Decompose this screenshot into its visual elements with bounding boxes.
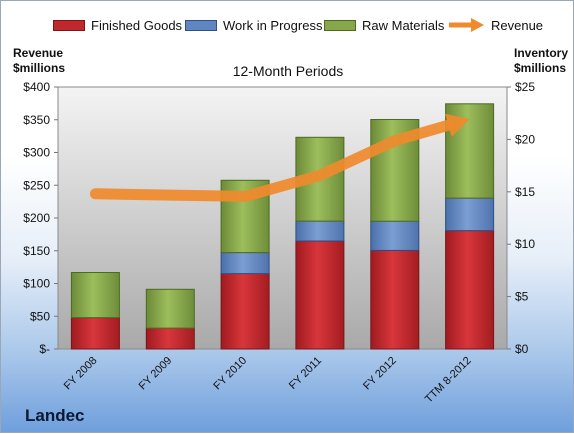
- legend-item-finished-goods: Finished Goods: [53, 15, 182, 35]
- right-tick-label-3: $15: [515, 185, 535, 199]
- right-axis-title-line1: Inventory: [514, 46, 569, 60]
- legend-arrow-icon: [449, 18, 484, 32]
- legend-label-work-in-progress: Work in Progress: [223, 17, 323, 33]
- bar-finished-goods-1: [145, 327, 195, 350]
- right-tick-label-4: $20: [515, 132, 535, 146]
- left-tick-label-8: $400: [23, 80, 50, 94]
- bar-raw-materials-1: [145, 288, 195, 329]
- left-axis-title: Revenue $millions: [13, 46, 65, 76]
- left-tick-label-2: $100: [23, 277, 50, 291]
- x-tick-label-5: TTM 8-2012: [423, 355, 474, 406]
- bar-work-in-progress-4: [370, 220, 420, 251]
- legend-swatch-work-in-progress: [185, 19, 217, 31]
- right-tick-label-2: $10: [515, 237, 535, 251]
- bar-work-in-progress-2: [220, 252, 270, 275]
- left-tick-label-3: $150: [23, 244, 50, 258]
- bar-raw-materials-0: [70, 272, 120, 319]
- x-tick-label-0: FY 2008: [62, 355, 100, 393]
- legend-item-raw-materials: Raw Materials: [324, 15, 444, 35]
- bar-work-in-progress-5: [445, 197, 495, 232]
- legend-swatch-raw-materials: [324, 19, 356, 31]
- revenue-arrowhead-icon: [445, 113, 470, 137]
- left-axis-title-line2: $millions: [13, 61, 66, 75]
- x-tick-label-1: FY 2009: [137, 355, 175, 393]
- left-tick-label-5: $250: [23, 178, 50, 192]
- legend-label-finished-goods: Finished Goods: [91, 17, 183, 33]
- legend: Finished Goods Work in Progress Raw Mate…: [1, 15, 574, 35]
- legend-item-work-in-progress: Work in Progress: [185, 15, 322, 35]
- legend-label-revenue: Revenue: [491, 17, 544, 33]
- bar-finished-goods-5: [445, 230, 495, 350]
- right-tick-label-1: $5: [515, 290, 529, 304]
- chart-title: 12-Month Periods: [232, 63, 344, 79]
- bar-finished-goods-0: [70, 317, 120, 350]
- x-tick-label-2: FY 2010: [211, 355, 249, 393]
- right-axis-title-line2: $millions: [514, 61, 567, 75]
- right-axis-title: Inventory $millions: [514, 46, 568, 76]
- right-tick-label-0: $0: [515, 342, 529, 356]
- left-axis-title-line1: Revenue: [13, 46, 64, 60]
- legend-label-raw-materials: Raw Materials: [362, 17, 445, 33]
- legend-swatch-finished-goods: [53, 19, 85, 31]
- left-tick-label-1: $50: [30, 309, 50, 323]
- left-tick-label-0: $-: [39, 342, 50, 356]
- x-tick-label-4: FY 2012: [361, 355, 399, 393]
- bar-finished-goods-2: [220, 273, 270, 350]
- company-name: Landec: [25, 406, 85, 425]
- right-tick-label-5: $25: [515, 80, 535, 94]
- legend-item-revenue: Revenue: [449, 15, 543, 35]
- left-tick-label-4: $200: [23, 211, 50, 225]
- bar-work-in-progress-3: [295, 220, 345, 242]
- bar-finished-goods-3: [295, 240, 345, 350]
- x-tick-label-3: FY 2011: [287, 355, 324, 392]
- left-tick-label-7: $350: [23, 113, 50, 127]
- revenue-line: [89, 119, 454, 202]
- left-tick-label-6: $300: [23, 146, 50, 160]
- bar-finished-goods-4: [370, 250, 420, 350]
